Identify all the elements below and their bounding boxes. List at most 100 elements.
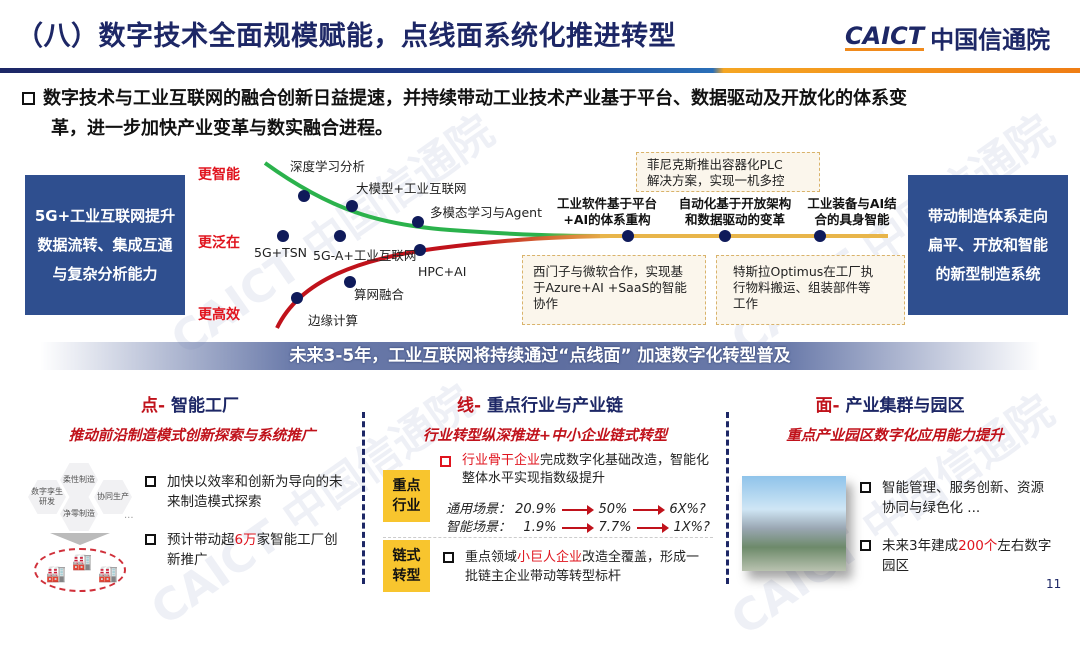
hex-net-zero: 净零制造 [60,497,98,531]
stat-label: 通用场景： [446,502,512,517]
logo-cn: 中国信通院 [930,26,1051,54]
direction-ubiquitous: 更泛在 [198,235,240,251]
highlight-text: 200个 [958,538,998,554]
badge-line: 行业 [392,498,421,514]
stat-value: 50% [598,502,628,517]
milestone-line: 工业装备与AI结 [807,196,897,211]
bullet-text: 加快以效率和创新为导向的未来制造模式探索 [167,474,343,510]
badge-line: 重点 [392,478,421,494]
factory-cluster: 🏭 🏭 🏭 [34,548,126,592]
bullet-text: 智能管理、服务创新、资源协同与绿色化 ... [882,480,1044,516]
convergence-diagram [255,161,888,329]
case-line: 协作 [533,296,559,311]
key-industry-badge: 重点 行业 [383,470,430,522]
badge-line: 转型 [392,568,421,584]
milestone-line: 自动化基于开放架构 [678,196,792,211]
stat-value: 7.7% [598,520,632,535]
bullet-square-icon [145,476,156,487]
factory-icon: 🏭 [46,564,66,583]
lead-line-2: 革，进一步加快产业变革与数实融合进程。 [51,118,393,139]
tech-label: 深度学习分析 [290,159,366,174]
bullet-square-icon [860,540,871,551]
case-line: 行物料搬运、组装部件等 [733,280,871,295]
ellipsis: ... [124,510,134,521]
milestone-label: 工业软件基于平台 +AI的体系重构 [552,196,662,228]
logo-en: CAICT [845,22,925,51]
heading-prefix: 线- [457,396,482,416]
case-box: 菲尼克斯推出容器化PLC 解决方案，实现一机多控 [636,152,820,192]
future-banner: 未来3-5年，工业互联网将持续通过“点线面” 加速数字化转型普及 [40,342,1040,370]
factory-icon: 🏭 [98,564,118,583]
right-summary-box: 带动制造体系走向 扁平、开放和智能 的新型制造系统 [908,175,1068,315]
case-line: 解决方案，实现一机多控 [647,173,785,188]
red-curve [275,234,611,329]
badge-line: 链式 [392,548,421,564]
down-arrow-icon [50,533,110,545]
tech-label: HPC+AI [418,264,467,279]
bullet-text: 家智能工厂创新推广 [167,532,338,568]
column-subtitle: 行业转型纵深推进+中小企业链式转型 [422,428,668,444]
milestone-line: 合的具身智能 [814,212,890,227]
lead-paragraph: 数字技术与工业互联网的融合创新日益提速，并持续带动工业技术产业基于平台、数据驱动… [22,84,1062,144]
highlight-text: 小巨人企业 [517,550,583,565]
milestone-label: 工业装备与AI结 合的具身智能 [800,196,904,228]
milestone-line: 工业软件基于平台 [556,196,657,211]
tech-label: 边缘计算 [308,313,359,328]
bullet-text: 未来3年建成 [882,538,959,554]
dot [334,230,346,242]
milestone-label: 自动化基于开放架构 和数据驱动的变革 [670,196,800,228]
bullet-item: 重点领域小巨人企业改造全覆盖，形成一批链主企业带动等转型标杆 [443,548,711,586]
bullet-square-icon [440,456,451,467]
bullet-square-icon [22,92,35,105]
dot [622,230,634,242]
bullet-text: 完成数字化基础改造，智能化整体水平实现指数级提升 [462,453,710,486]
box-line: 带动制造体系走向 [927,206,1048,225]
stat-row: 通用场景： 20.9% 50% 6X%? [446,498,706,517]
stat-value: 1.9% [523,520,557,535]
tech-label: 算网融合 [354,287,405,302]
page-title: （八）数字技术全面规模赋能，点线面系统化推进转型 [16,21,676,52]
direction-smart: 更智能 [198,167,240,183]
heading-text: 产业集群与园区 [839,396,965,416]
direction-efficient: 更高效 [198,307,240,323]
case-line: 菲尼克斯推出容器化PLC [647,157,783,172]
case-box: 特斯拉Optimus在工厂执 行物料搬运、组装部件等 工作 [716,255,905,325]
bullet-square-icon [443,552,454,563]
case-line: 于Azure+AI +SaaS的智能 [533,280,687,295]
arrow-right-icon [562,522,595,533]
stat-value: 6X%? [669,502,706,517]
milestone-line: 和数据驱动的变革 [684,212,785,227]
heading-prefix: 点- [141,396,166,416]
bullet-item: 加快以效率和创新为导向的未来制造模式探索 [145,472,350,512]
bullet-square-icon [860,482,871,493]
left-summary-box: 5G+工业互联网提升 数据流转、集成互通 与复杂分析能力 [25,175,185,315]
stat-row: 智能场景： 1.9% 7.7% 1X%? [446,516,710,535]
hex-flexible: 柔性制造 [60,463,98,497]
case-line: 特斯拉Optimus在工厂执 [733,264,874,279]
hex-digital-twin: 数字孪生研发 [28,480,66,514]
column-divider [362,412,365,584]
box-line: 与复杂分析能力 [52,264,158,283]
bullet-text: 改造全覆盖，形成一批链主企业带动等转型标杆 [465,550,700,584]
dot [277,230,289,242]
header-divider [0,68,1080,73]
hex-collab: 协同生产 [94,480,132,514]
dot [298,190,310,202]
heading-text: 智能工厂 [165,396,239,416]
bullet-item: 智能管理、服务创新、资源协同与绿色化 ... [860,478,1055,518]
box-line: 扁平、开放和智能 [927,235,1048,254]
column-subtitle: 重点产业园区数字化应用能力提升 [786,428,1004,444]
lead-line-1: 数字技术与工业互联网的融合创新日益提速，并持续带动工业技术产业基于平台、数据驱动… [43,88,907,109]
bullet-item: 未来3年建成200个左右数字园区 [860,536,1055,576]
logo: CAICT 中国信通院 [845,20,1050,55]
arrow-right-icon [633,504,666,515]
highlight-text: 行业骨干企业 [462,453,541,468]
stat-value: 20.9% [515,502,557,517]
dot [412,216,424,228]
dot [719,230,731,242]
column-heading-point: 点- 智能工厂 [40,391,340,416]
chain-transform-badge: 链式 转型 [383,540,430,592]
tech-label: 大模型+工业互联网 [356,181,467,196]
heading-prefix: 面- [815,396,840,416]
dot [414,244,426,256]
